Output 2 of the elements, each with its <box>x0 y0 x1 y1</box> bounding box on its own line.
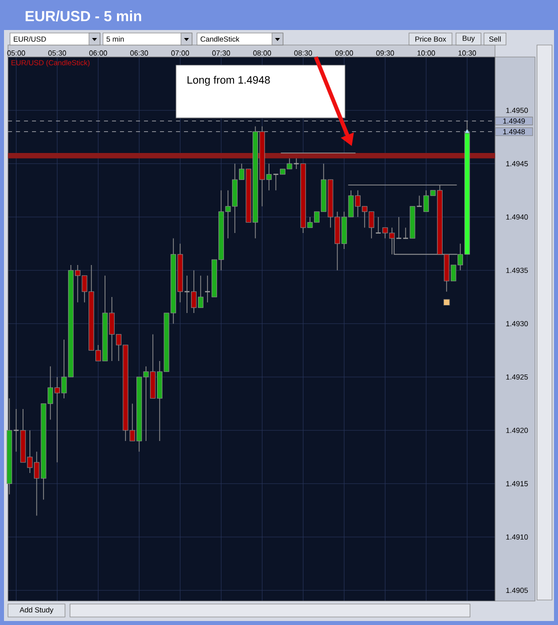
chart-title: EUR/USD - 5 min <box>26 10 142 22</box>
annotation: Long from 1.4948 <box>188 76 270 86</box>
